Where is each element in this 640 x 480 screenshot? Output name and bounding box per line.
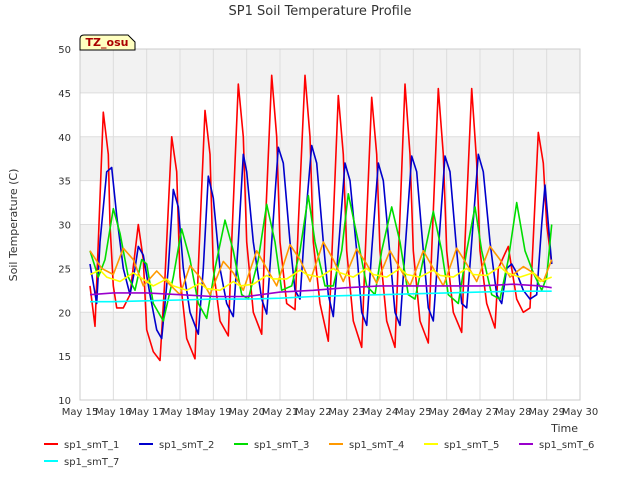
y-tick-label: 25	[58, 264, 71, 275]
y-tick-label: 50	[58, 45, 71, 56]
legend-item-sp1_smT_2: sp1_smT_2	[139, 440, 214, 451]
x-tick-label: May 15	[62, 407, 99, 418]
y-tick-label: 30	[58, 221, 71, 232]
x-tick-label: May 29	[528, 407, 565, 418]
legend-item-sp1_smT_5: sp1_smT_5	[424, 440, 499, 451]
y-axis-label: Soil Temperature (C)	[7, 169, 20, 282]
y-tick-label: 40	[58, 133, 71, 144]
legend-label: sp1_smT_6	[539, 440, 594, 451]
legend-label: sp1_smT_4	[349, 440, 404, 451]
legend-label: sp1_smT_3	[254, 440, 309, 451]
legend-label: sp1_smT_2	[159, 440, 214, 451]
x-tick-label: May 22	[295, 407, 332, 418]
legend-item-sp1_smT_7: sp1_smT_7	[44, 457, 119, 468]
series-line-sp1_smT_1	[89, 74, 553, 362]
x-tick-label: May 20	[228, 407, 265, 418]
annotation-label: TZ_osu	[86, 36, 129, 49]
plot-band	[80, 136, 580, 181]
legend-label: sp1_smT_5	[444, 440, 499, 451]
x-tick-label: May 19	[195, 407, 232, 418]
series-lines	[89, 74, 553, 362]
x-tick-label: May 16	[95, 407, 132, 418]
plot-band	[80, 224, 580, 269]
plot-band	[80, 49, 580, 93]
legend-label: sp1_smT_1	[64, 440, 119, 451]
plot-frame	[79, 48, 581, 401]
legend-item-sp1_smT_1: sp1_smT_1	[44, 440, 119, 451]
legend: sp1_smT_1 sp1_smT_2 sp1_smT_3 sp1_smT_4 sp1_…	[44, 440, 594, 468]
y-tick-label: 15	[58, 352, 71, 363]
plot-background	[80, 49, 580, 400]
series-line-sp1_smT_3	[89, 193, 553, 322]
legend-label: sp1_smT_7	[64, 457, 119, 468]
chart-title: SP1 Soil Temperature Profile	[229, 4, 412, 19]
series-line-sp1_smT_5	[89, 265, 552, 292]
legend-item-sp1_smT_4: sp1_smT_4	[329, 440, 404, 451]
y-tick-label: 35	[58, 177, 71, 188]
annotation-box: TZ_osu	[79, 34, 136, 51]
x-axis-label: Time	[550, 422, 578, 435]
x-tick-label: May 24	[362, 407, 399, 418]
y-tick-label: 45	[58, 89, 71, 100]
legend-item-sp1_smT_3: sp1_smT_3	[234, 440, 309, 451]
plot-band	[80, 92, 580, 137]
x-tick-label: May 25	[395, 407, 432, 418]
series-line-sp1_smT_6	[89, 283, 552, 298]
y-tick-label: 10	[58, 396, 71, 407]
x-tick-label: May 18	[162, 407, 199, 418]
x-tick-label: May 30	[562, 407, 599, 418]
series-line-sp1_smT_4	[89, 241, 553, 296]
y-tick-labels: 10 15 20 25 30 35 40 45 50	[58, 45, 71, 407]
x-tick-label: May 26	[428, 407, 465, 418]
legend-item-sp1_smT_6: sp1_smT_6	[519, 440, 594, 451]
y-tick-label: 20	[58, 308, 71, 319]
x-tick-label: May 28	[495, 407, 532, 418]
plot-band	[80, 180, 580, 225]
x-tick-label: May 21	[262, 407, 299, 418]
x-tick-label: May 27	[462, 407, 499, 418]
series-line-sp1_smT_7	[90, 290, 552, 303]
x-tick-label: May 23	[328, 407, 365, 418]
x-tick-label: May 17	[128, 407, 165, 418]
plot-band	[80, 356, 580, 400]
